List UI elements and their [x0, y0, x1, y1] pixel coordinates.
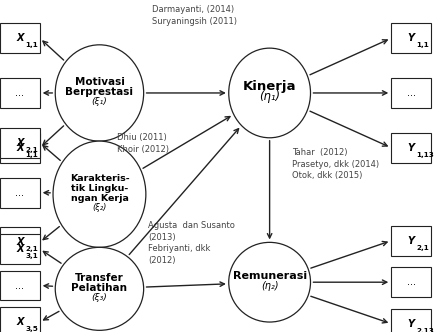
Text: ...: ...	[15, 281, 24, 290]
Text: X: X	[16, 33, 23, 43]
FancyBboxPatch shape	[0, 128, 40, 158]
Text: Y: Y	[408, 236, 415, 246]
Text: Y: Y	[408, 319, 415, 329]
FancyBboxPatch shape	[391, 309, 431, 332]
Text: (ξ₁): (ξ₁)	[91, 97, 107, 106]
Text: (η₂): (η₂)	[261, 281, 278, 290]
Text: tik Lingku-: tik Lingku-	[71, 184, 128, 193]
Text: (η₁): (η₁)	[259, 90, 280, 103]
Text: 2,13: 2,13	[416, 328, 434, 332]
Text: 1,13: 1,13	[416, 152, 434, 158]
FancyBboxPatch shape	[0, 78, 40, 108]
FancyBboxPatch shape	[391, 78, 431, 108]
Text: Motivasi: Motivasi	[75, 77, 124, 87]
Text: Y: Y	[408, 33, 415, 43]
Text: Pelatihan: Pelatihan	[72, 283, 127, 293]
Text: Tahar  (2012)
Prasetyo, dkk (2014)
Otok, dkk (2015): Tahar (2012) Prasetyo, dkk (2014) Otok, …	[292, 148, 379, 180]
FancyBboxPatch shape	[391, 226, 431, 256]
Text: 1,1: 1,1	[25, 42, 38, 48]
FancyBboxPatch shape	[0, 227, 40, 257]
Ellipse shape	[229, 242, 310, 322]
FancyBboxPatch shape	[0, 23, 40, 53]
FancyBboxPatch shape	[391, 23, 431, 53]
Text: (ξ₂): (ξ₂)	[92, 203, 107, 212]
Text: 2,1: 2,1	[25, 147, 38, 153]
Text: 2,1: 2,1	[25, 246, 38, 252]
Text: Berprestasi: Berprestasi	[65, 87, 133, 97]
Text: 3,1: 3,1	[25, 253, 38, 259]
Text: ...: ...	[15, 188, 24, 198]
FancyBboxPatch shape	[0, 234, 40, 264]
Text: Remunerasi: Remunerasi	[232, 271, 307, 281]
Text: Dhiu (2011)
Khoir (2012): Dhiu (2011) Khoir (2012)	[117, 133, 169, 154]
Ellipse shape	[55, 247, 144, 330]
FancyBboxPatch shape	[391, 133, 431, 163]
Text: 1,1: 1,1	[25, 152, 38, 158]
Text: ...: ...	[15, 88, 24, 98]
Text: (ξ₃): (ξ₃)	[91, 292, 107, 302]
FancyBboxPatch shape	[391, 267, 431, 297]
FancyBboxPatch shape	[0, 271, 40, 300]
FancyBboxPatch shape	[0, 178, 40, 208]
Text: Kinerja: Kinerja	[243, 80, 297, 94]
Text: 2,1: 2,1	[416, 245, 429, 251]
Text: X: X	[16, 317, 23, 327]
Text: Agusta  dan Susanto
(2013)
Febriyanti, dkk
(2012): Agusta dan Susanto (2013) Febriyanti, dk…	[148, 221, 235, 265]
Text: X: X	[16, 237, 23, 247]
Text: 1,1: 1,1	[416, 42, 429, 48]
Text: X: X	[16, 138, 23, 148]
Text: Karakteris-: Karakteris-	[70, 174, 129, 183]
Text: ...: ...	[407, 88, 415, 98]
Text: 3,5: 3,5	[25, 326, 38, 332]
Text: X: X	[16, 143, 23, 153]
Ellipse shape	[53, 141, 146, 247]
FancyBboxPatch shape	[0, 133, 40, 163]
FancyBboxPatch shape	[0, 307, 40, 332]
Ellipse shape	[229, 48, 310, 138]
Text: ...: ...	[407, 277, 415, 287]
Text: X: X	[16, 244, 23, 254]
Text: Y: Y	[408, 143, 415, 153]
Text: Darmayanti, (2014)
Suryaningsih (2011): Darmayanti, (2014) Suryaningsih (2011)	[152, 5, 237, 26]
Ellipse shape	[55, 45, 144, 141]
Text: Transfer: Transfer	[75, 273, 124, 283]
Text: ngan Kerja: ngan Kerja	[71, 194, 128, 203]
